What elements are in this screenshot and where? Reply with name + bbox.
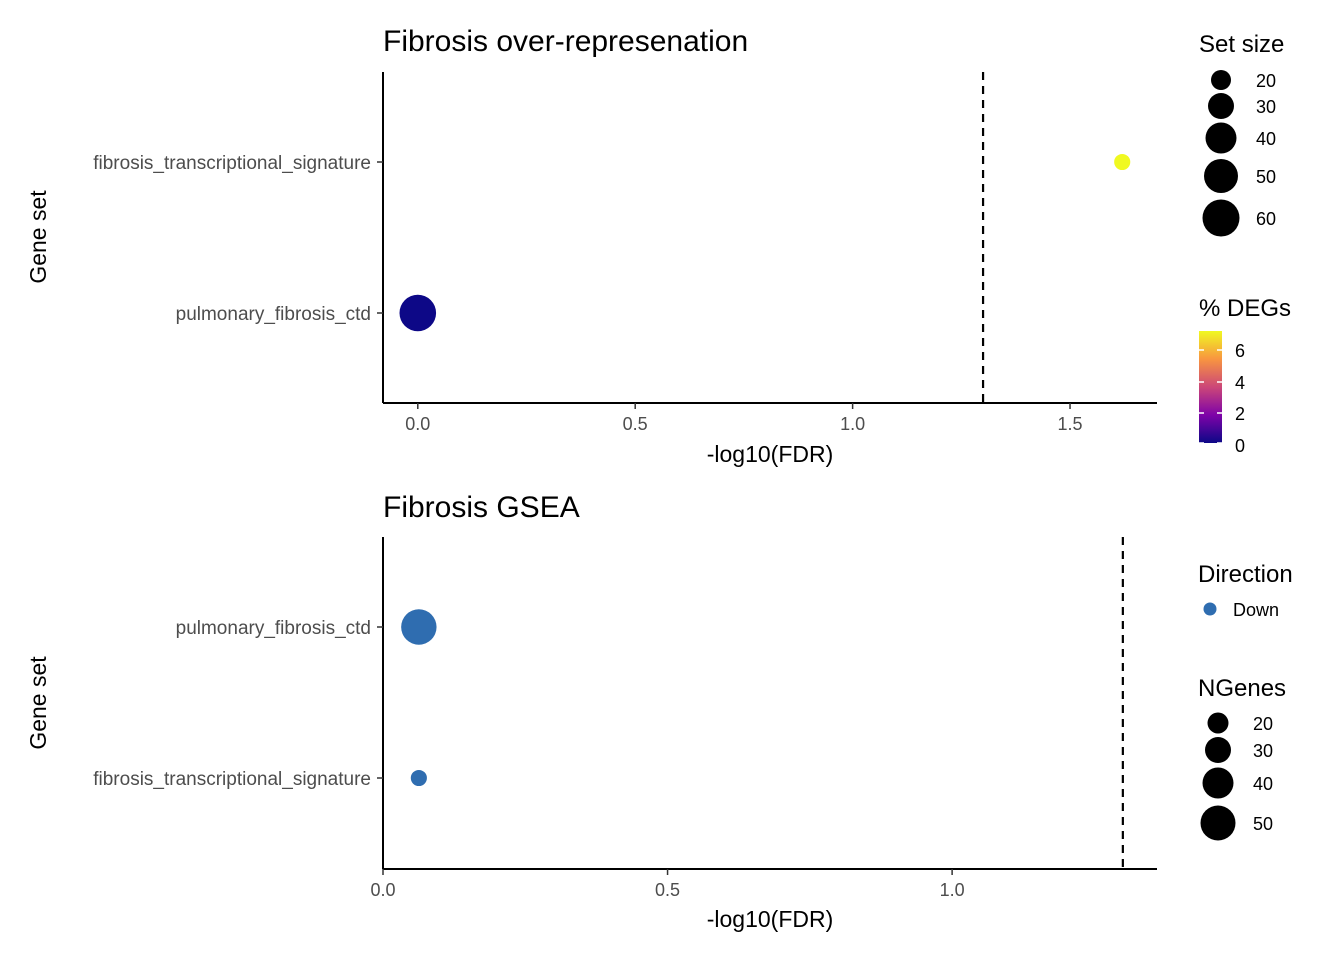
overrep-y-tick-label: pulmonary_fibrosis_ctd [176,304,371,325]
gsea-y-axis-label: Gene set [25,656,51,750]
set-size-legend-label: 30 [1256,97,1276,117]
set-size-legend-label: 20 [1256,71,1276,91]
set-size-legend-key-40 [1205,122,1237,154]
ngenes-legend-key-30 [1205,737,1231,763]
gsea-y-tick-label: pulmonary_fibrosis_ctd [176,618,371,639]
ngenes-legend-title: NGenes [1198,675,1286,702]
overrep-x-axis-label: -log10(FDR) [707,441,834,467]
gsea-y-tick-label: fibrosis_transcriptional_signature [93,769,371,790]
gsea-title: Fibrosis GSEA [383,491,580,524]
ngenes-legend-label: 30 [1253,741,1273,761]
set-size-legend-label: 50 [1256,167,1276,187]
gsea-x-axis-label: -log10(FDR) [707,906,834,932]
set-size-legend-key-50 [1204,159,1238,193]
gsea-point-fibrosis-transcriptional-signature [410,769,427,787]
gsea-x-tick-label: 0.5 [655,880,680,900]
degs-colorbar [1199,331,1222,443]
gsea-point-pulmonary-fibrosis-ctd [401,609,437,645]
overrep-x-tick-label: 1.5 [1058,414,1083,434]
set-size-legend-title: Set size [1199,31,1284,58]
degs-legend-label: 4 [1235,373,1245,393]
overrep-y-axis-label: Gene set [25,190,51,284]
direction-legend-key-down [1203,602,1217,616]
ngenes-legend-key-50 [1200,805,1236,841]
degs-legend-label: 0 [1235,436,1245,456]
overrep-title: Fibrosis over-represenation [383,25,748,58]
overrep-color-legend: % DEGs 6 4 2 0 [1199,295,1291,456]
gsea-direction-legend: Direction Down [1198,561,1293,620]
gsea-x-tick-label: 0.0 [370,880,395,900]
overrep-point-pulmonary-fibrosis-ctd [399,294,437,332]
overrep-size-legend: Set size 20 30 40 50 60 [1199,31,1284,237]
direction-legend-label: Down [1233,600,1279,620]
overrep-y-tick-label: fibrosis_transcriptional_signature [93,153,371,174]
overrep-point-fibrosis-transcriptional-signature [1114,153,1131,171]
gsea-panel: Fibrosis GSEA 0.0 0.5 1.0 pulmonary_fibr… [25,491,1157,932]
ngenes-legend-label: 20 [1253,714,1273,734]
gsea-ngenes-legend: NGenes 20 30 40 50 [1198,675,1286,841]
ngenes-legend-label: 50 [1253,814,1273,834]
set-size-legend-label: 40 [1256,129,1276,149]
set-size-legend-key-20 [1211,70,1231,90]
degs-legend-title: % DEGs [1199,295,1291,322]
set-size-legend-key-60 [1202,199,1240,237]
direction-legend-title: Direction [1198,561,1293,588]
overrep-panel: Fibrosis over-represenation 0.0 0.5 1.0 … [25,25,1157,467]
overrep-x-tick-label: 0.0 [405,414,430,434]
overrep-x-tick-label: 1.0 [840,414,865,434]
degs-legend-label: 6 [1235,341,1245,361]
degs-legend-label: 2 [1235,404,1245,424]
set-size-legend-key-30 [1208,93,1234,119]
set-size-legend-label: 60 [1256,209,1276,229]
overrep-x-tick-label: 0.5 [623,414,648,434]
ngenes-legend-key-20 [1207,712,1229,734]
gsea-x-tick-label: 1.0 [940,880,965,900]
ngenes-legend-key-40 [1202,767,1234,799]
ngenes-legend-label: 40 [1253,774,1273,794]
